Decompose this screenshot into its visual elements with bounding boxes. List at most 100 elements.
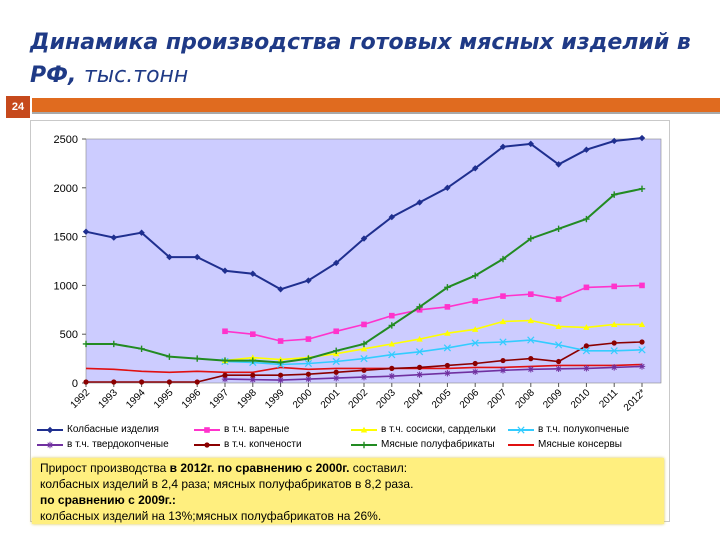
- point-1-18: [583, 284, 590, 291]
- point-5-16: [528, 356, 534, 362]
- point-4-19: [611, 364, 618, 371]
- point-5-13: [444, 362, 450, 369]
- point-5-18: [583, 343, 590, 349]
- point-6-1: [110, 340, 117, 348]
- series-2: [221, 317, 646, 364]
- point-0-2: [138, 229, 145, 236]
- x-tick-label-1: 1993: [96, 387, 120, 411]
- point-6-3: [166, 353, 173, 360]
- point-4-9: [333, 374, 340, 382]
- point-2-6: [249, 354, 256, 361]
- point-3-20: [638, 346, 646, 354]
- point-3-15: [499, 338, 507, 346]
- point-3-18: [582, 347, 591, 355]
- point-2-15: [499, 318, 507, 325]
- legend-label-1: в т.ч. вареные: [224, 424, 290, 435]
- legend-label-4: в т.ч. твердокопченые: [67, 439, 169, 450]
- title-main: Динамика производства готовых мясных изд…: [30, 30, 691, 88]
- point-3-14: [471, 339, 479, 347]
- x-tick-label-5: 1997: [208, 387, 232, 411]
- point-1-11: [389, 312, 395, 319]
- point-4-15: [499, 367, 507, 374]
- series-5: [83, 339, 645, 385]
- legend-label-5: в т.ч. копчености: [224, 439, 302, 450]
- point-2-20: [638, 321, 646, 327]
- x-tick-label-0: 1992: [69, 387, 93, 411]
- legend-row-0: Колбасные изделия в т.ч. вареные в т.ч. со…: [36, 422, 666, 437]
- point-3-13: [443, 344, 452, 352]
- legend-row-1: в т.ч. твердокопченые в т.ч. копчености Мя…: [36, 437, 666, 452]
- point-0-5: [221, 267, 229, 274]
- point-0-10: [360, 235, 368, 242]
- point-2-19: [611, 321, 618, 327]
- point-1-13: [444, 304, 451, 310]
- legend-item-3: в т.ч. полукопченые: [507, 424, 664, 435]
- point-1-5: [222, 328, 228, 335]
- legend-item-4: в т.ч. твердокопченые: [36, 439, 193, 450]
- point-6-20: [638, 185, 646, 192]
- point-6-7: [277, 359, 284, 366]
- chart-legend: Колбасные изделия в т.ч. вареные в т.ч. со…: [36, 422, 666, 452]
- point-5-10: [361, 367, 367, 373]
- point-2-7: [277, 356, 284, 363]
- point-1-10: [361, 321, 367, 328]
- point-0-7: [277, 286, 284, 293]
- point-6-12: [416, 303, 423, 311]
- legend-label-7: Мясные консервы: [538, 439, 622, 450]
- point-5-11: [389, 365, 395, 371]
- point-5-19: [611, 340, 617, 346]
- x-tick-label-10: 2002: [347, 387, 371, 411]
- note-line-3-bold: по сравнению с 2009г.:: [40, 493, 176, 507]
- accent-bar: [32, 98, 720, 112]
- point-4-12: [416, 371, 423, 378]
- x-tick-label-7: 1999: [263, 387, 287, 411]
- legend-label-2: в т.ч. сосиски, сардельки: [381, 424, 496, 435]
- point-1-15: [500, 293, 506, 299]
- note-line-1-prefix: Прирост производства: [40, 461, 167, 475]
- point-5-9: [333, 369, 339, 375]
- point-6-5: [221, 357, 229, 364]
- point-0-1: [110, 234, 117, 241]
- note-line-1-suffix: составил:: [352, 461, 408, 475]
- point-4-17: [555, 365, 562, 373]
- point-3-10: [360, 354, 368, 363]
- point-2-18: [583, 324, 590, 330]
- legend-marker-4: [46, 441, 54, 448]
- point-6-8: [305, 355, 312, 362]
- legend-marker-1: [204, 426, 210, 433]
- point-2-13: [444, 330, 451, 336]
- note-line-1: Прирост производства в 2012г. по сравнен…: [40, 460, 656, 476]
- x-tick-label-13: 2005: [430, 387, 454, 411]
- point-1-9: [333, 328, 339, 335]
- point-0-15: [499, 143, 507, 151]
- x-tick-label-8: 2000: [291, 387, 315, 411]
- point-0-11: [388, 213, 395, 221]
- note-line-3: по сравнению с 2009г.:: [40, 492, 656, 508]
- point-6-13: [444, 284, 451, 291]
- point-6-14: [472, 272, 479, 279]
- point-1-17: [555, 296, 562, 302]
- note-line-2: колбасных изделий в 2,4 раза; мясных пол…: [40, 477, 414, 491]
- point-6-11: [388, 322, 395, 329]
- legend-swatch-0: [37, 426, 63, 433]
- point-5-20: [639, 339, 645, 345]
- series-6: [82, 185, 646, 366]
- x-tick-label-15: 2007: [486, 387, 510, 411]
- y-tick-label-2: 1000: [54, 280, 78, 292]
- point-3-16: [527, 336, 535, 344]
- legend-swatch-6: [351, 441, 377, 448]
- point-0-19: [611, 137, 618, 145]
- y-tick-label-5: 2500: [54, 134, 78, 146]
- plot-area: [85, 138, 662, 384]
- point-1-14: [472, 298, 478, 304]
- x-tick-label-2: 1994: [124, 387, 148, 411]
- point-6-15: [499, 255, 507, 263]
- point-0-17: [555, 161, 562, 168]
- legend-label-6: Мясные полуфабрикаты: [381, 439, 495, 450]
- legend-swatch-4: [37, 441, 63, 448]
- point-4-8: [305, 375, 312, 383]
- point-0-6: [249, 270, 256, 277]
- point-5-5: [222, 372, 228, 378]
- series-4: [221, 363, 646, 384]
- point-4-20: [638, 363, 646, 370]
